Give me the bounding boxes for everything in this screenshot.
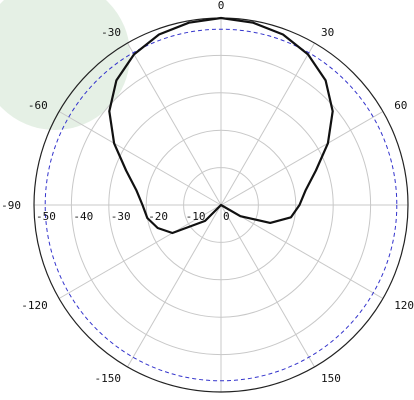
- angle-tick-label: 150: [321, 372, 341, 385]
- polar-grid: [33, 17, 409, 393]
- grid-ring: [70, 54, 372, 356]
- grid-spoke: [127, 204, 222, 368]
- grid-ring: [183, 167, 259, 243]
- angle-tick-label: -90: [1, 199, 21, 212]
- grid-spoke: [127, 42, 222, 206]
- angle-tick-label: -150: [95, 372, 122, 385]
- series-group: [108, 16, 334, 235]
- background-watermark-circle: [0, 0, 130, 130]
- grid-ring: [108, 92, 334, 318]
- radial-tick-label: -10: [186, 210, 206, 223]
- grid-ring: [145, 129, 297, 281]
- series-line: [108, 16, 334, 235]
- angle-tick-label: 120: [394, 299, 414, 312]
- angle-tick-label: -60: [28, 99, 48, 112]
- angle-tick-label: 30: [321, 26, 334, 39]
- reference-dashed-circle: [44, 28, 398, 382]
- grid-spoke: [58, 111, 222, 206]
- radial-tick-label: 0: [223, 210, 230, 223]
- grid-spoke: [220, 204, 315, 368]
- angle-tick-label: -30: [101, 26, 121, 39]
- grid-spoke: [58, 204, 222, 299]
- radial-tick-label: -30: [111, 210, 131, 223]
- grid-spoke: [220, 111, 384, 206]
- angle-tick-label: 60: [394, 99, 407, 112]
- angle-tick-label: 0: [218, 0, 225, 12]
- grid-spoke: [220, 204, 384, 299]
- grid-spoke: [220, 42, 315, 206]
- radial-tick-label: -20: [148, 210, 168, 223]
- angle-tick-label: -120: [21, 299, 48, 312]
- radial-tick-label: -50: [36, 210, 56, 223]
- radial-tick-label: -40: [73, 210, 93, 223]
